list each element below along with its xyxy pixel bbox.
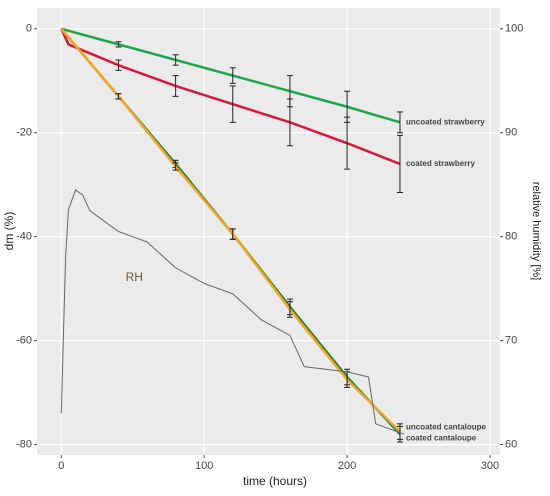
y-tick-label: -20: [16, 127, 32, 139]
rh-line: [60, 189, 405, 435]
y2-tick-label: 100: [505, 23, 523, 35]
series-label: coated strawberry: [406, 159, 475, 168]
series-label: uncoated strawberry: [406, 117, 485, 126]
y-tick-label: -80: [16, 439, 32, 451]
x-tick-label: 100: [195, 460, 213, 472]
y2-tick-label: 70: [505, 335, 517, 347]
y2-tick-label: 80: [505, 231, 517, 243]
y2-tick-label: 90: [505, 127, 517, 139]
x-tick-label: 300: [481, 460, 499, 472]
y-tick-label: -60: [16, 335, 32, 347]
x-tick-label: 200: [338, 460, 356, 472]
y2-axis-label: relative humidity [%]: [530, 182, 542, 280]
x-tick-label: 0: [58, 460, 64, 472]
series-label: coated cantaloupe: [406, 434, 477, 443]
series-label: RH: [126, 270, 143, 284]
plot-panel: [37, 8, 500, 455]
series-label: uncoated cantaloupe: [406, 422, 487, 431]
y-tick-label: 0: [26, 23, 32, 35]
y2-tick-label: 60: [505, 439, 517, 451]
y-tick-label: -40: [16, 231, 32, 243]
y-axis-label: dm (%): [2, 212, 16, 251]
x-axis-label: time (hours): [243, 474, 307, 488]
